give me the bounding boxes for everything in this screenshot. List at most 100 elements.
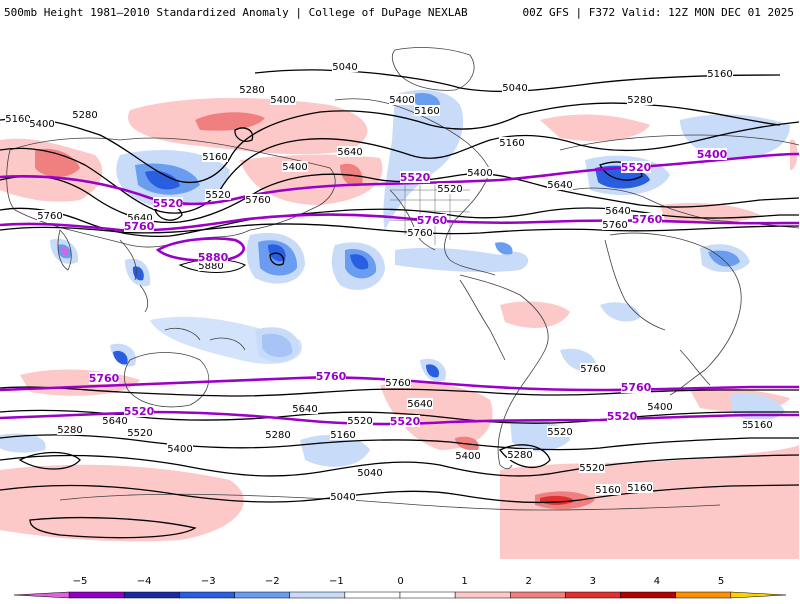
contour-label: 5760	[407, 228, 432, 239]
contour-label: 5640	[127, 213, 152, 224]
contour-label-bg	[502, 82, 528, 93]
contour-label-bg	[627, 94, 653, 105]
contour-label: 5760	[580, 364, 605, 375]
contour-label: 5280	[265, 430, 290, 441]
contour-label-bg	[72, 109, 98, 120]
contour-label-bg	[627, 482, 653, 493]
contour-label: 5280	[507, 450, 532, 461]
anomaly-colorbar: −5 −4 −3 −2 −1 0 1 2 3 4 5	[0, 570, 800, 600]
purple-label-bg	[621, 161, 651, 173]
contour-label: 5160	[330, 430, 355, 441]
contour-label-bg	[595, 484, 621, 495]
contour-label: 5760	[37, 211, 62, 222]
colorbar-tick-label: 3	[590, 576, 596, 587]
colorbar-swatch	[344, 591, 401, 599]
purple-label-bg	[697, 148, 727, 160]
contour-label: 5160	[707, 69, 732, 80]
contour-label-bg	[605, 205, 631, 216]
colorbar-tick-label: 5	[718, 576, 724, 587]
contour-label: 5280	[72, 110, 97, 121]
contour-label: 5760	[245, 195, 270, 206]
colorbar-swatch	[510, 591, 566, 599]
contour-label: 5280	[239, 85, 264, 96]
contour-label: 5040	[502, 83, 527, 94]
contour-label-bg	[282, 161, 308, 172]
purple-contour-label: 5520	[124, 405, 155, 418]
purple-contour-label: 5760	[89, 372, 120, 385]
purple-contour-label: 5520	[390, 415, 421, 428]
colorbar-tick-label: −1	[329, 576, 344, 587]
contour-label-bg	[414, 105, 440, 116]
contour-label: 5520	[437, 184, 462, 195]
contour-label: 5400	[29, 119, 54, 130]
contour-label: 5400	[647, 402, 672, 413]
colorbar-swatch	[124, 591, 180, 599]
contour-label-bg	[265, 429, 291, 440]
purple-label-bg	[124, 405, 154, 417]
contour-label-bg	[239, 84, 265, 95]
contour-label-bg	[407, 227, 433, 238]
contour-label-bg	[102, 415, 128, 426]
purple-label-bg	[316, 370, 346, 382]
colorbar-tick-label: 2	[526, 576, 532, 587]
purple-label-bg	[632, 213, 662, 225]
purple-contour-label: 5760	[124, 220, 155, 233]
contour-label: 5040	[330, 492, 355, 503]
contour-label: 5760	[385, 378, 410, 389]
contour-label-bg	[347, 415, 373, 426]
contour-label: 5040	[332, 62, 357, 73]
contour-label-bg	[467, 167, 493, 178]
purple-contour-label: 5760	[632, 213, 663, 226]
colorbar-swatch	[620, 591, 676, 599]
colorbar-tick-label: 4	[654, 576, 660, 587]
colorbar-swatch	[179, 591, 235, 599]
contour-label-bg	[547, 179, 573, 190]
colorbar-swatch	[68, 591, 125, 599]
purple-label-bg	[124, 220, 154, 232]
contour-label-bg	[332, 61, 358, 72]
contour-label: 5160	[747, 420, 772, 431]
contour-label: 5520	[579, 463, 604, 474]
contour-label: 5640	[407, 399, 432, 410]
contour-label: 5640	[292, 404, 317, 415]
contour-label-bg	[29, 118, 55, 129]
purple-contour-label: 5520	[607, 410, 638, 423]
contour-label-bg	[385, 377, 411, 388]
contour-label: 5400	[270, 95, 295, 106]
contour-label: 5640	[547, 180, 572, 191]
contour-label: 5640	[605, 206, 630, 217]
contour-label-bg	[198, 260, 224, 271]
contour-label-bg	[202, 151, 228, 162]
contour-label: 5520	[127, 428, 152, 439]
contour-label: 5160	[627, 483, 652, 494]
contour-label: 5160	[202, 152, 227, 163]
purple-label-bg	[400, 171, 430, 183]
purple-label-bg	[89, 372, 119, 384]
colorbar-swatch	[565, 591, 621, 599]
purple-label-bg	[390, 415, 420, 427]
purple-contour-label: 5400	[697, 148, 728, 161]
purple-contour-label: 5880	[198, 251, 229, 264]
contour-label-bg	[707, 68, 733, 79]
purple-label-bg	[153, 197, 183, 209]
contour-label-bg	[245, 194, 271, 205]
colorbar-swatch	[454, 591, 511, 599]
colorbar-tick-label: −5	[73, 576, 88, 587]
purple-contour-label: 5520	[621, 161, 652, 174]
map-title: 500mb Height 1981–2010 Standardized Anom…	[4, 6, 468, 19]
contour-label: 5640	[337, 147, 362, 158]
contour-label-bg	[292, 403, 318, 414]
colorbar-swatch	[675, 591, 732, 599]
contour-label-bg	[602, 219, 628, 230]
contour-label: 5160	[414, 106, 439, 117]
purple-contour-label: 5760	[417, 214, 448, 227]
contour-label-bg	[437, 183, 463, 194]
colorbar-swatch	[234, 591, 290, 599]
contour-label: 5160	[5, 114, 30, 125]
contour-label-bg	[127, 212, 153, 223]
purple-label-bg	[621, 381, 651, 393]
contour-label: 5520	[347, 416, 372, 427]
contour-label: 5640	[102, 416, 127, 427]
contour-label-bg	[580, 363, 606, 374]
contour-label-bg	[547, 426, 573, 437]
